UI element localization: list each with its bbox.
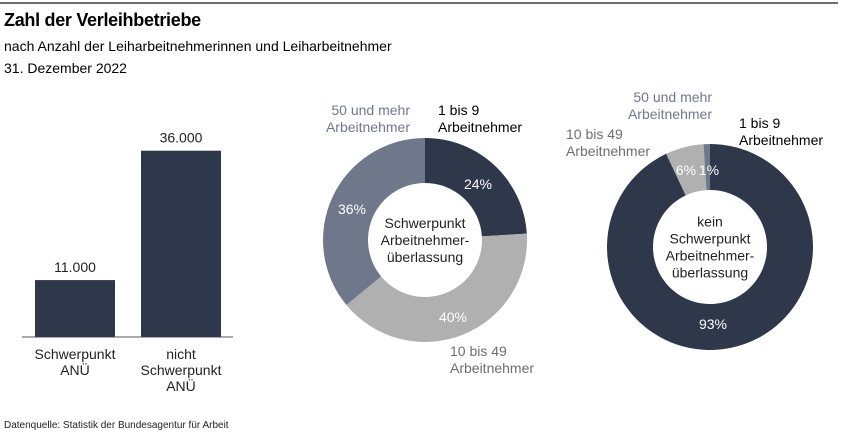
donut1-percent-label-2: 36% xyxy=(338,201,366,217)
donut2-category-label-2: 50 und mehr Arbeitnehmer xyxy=(628,89,712,122)
chart-title: Zahl der Verleihbetriebe xyxy=(4,10,201,30)
donut1-percent-label-1: 40% xyxy=(439,309,467,325)
data-source: Datenquelle: Statistik der Bundesagentur… xyxy=(4,420,229,431)
donut1-category-label-0: 1 bis 9 Arbeitnehmer xyxy=(438,102,522,135)
bar-value-label-0: 11.000 xyxy=(54,259,96,275)
donut2-slice-2 xyxy=(703,144,710,191)
bar-category-label-0: Schwerpunkt ANÜ xyxy=(35,346,116,378)
top-rule xyxy=(0,2,838,4)
donut1-center-label: Schwerpunkt Arbeitnehmer-überlassung xyxy=(381,215,470,265)
donut2-slice-1 xyxy=(666,144,707,196)
donut2-percent-label-2: 1% xyxy=(699,162,719,178)
chart-date: 31. Dezember 2022 xyxy=(4,60,127,76)
donut1-slice-1 xyxy=(346,233,527,342)
donut1-percent-label-0: 24% xyxy=(464,176,492,192)
donut2-category-label-0: 1 bis 9 Arbeitnehmer xyxy=(739,115,823,148)
bar-1 xyxy=(141,150,221,337)
bar-category-label-1: nicht Schwerpunkt ANÜ xyxy=(141,346,222,394)
bar-0 xyxy=(35,280,115,337)
bar-value-label-1: 36.000 xyxy=(160,130,203,146)
donut2-category-label-1: 10 bis 49 Arbeitnehmer xyxy=(566,126,650,159)
chart-subtitle: nach Anzahl der Leiharbeitnehmerinnen un… xyxy=(4,38,392,54)
donut2-percent-label-0: 93% xyxy=(699,316,727,332)
donut1-slice-0 xyxy=(425,138,527,237)
donut2-percent-label-1: 6% xyxy=(676,162,696,178)
donut2-center-label: kein Schwerpunkt Arbeitnehmer-überlassung xyxy=(666,214,755,281)
donut1-category-label-1: 10 bis 49 Arbeitnehmer xyxy=(450,343,534,376)
donut2-slice-0 xyxy=(607,144,813,351)
donut1-slice-2 xyxy=(323,138,425,306)
donut1-category-label-2: 50 und mehr Arbeitnehmer xyxy=(326,102,410,135)
